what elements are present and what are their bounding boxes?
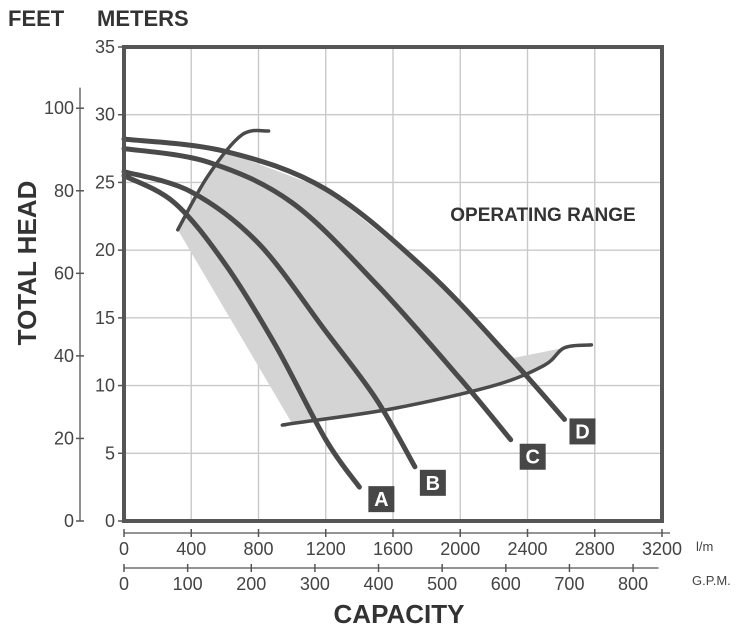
x-tick-label-lpm: 800 xyxy=(243,539,273,559)
x-tick-label-gpm: 200 xyxy=(236,574,266,594)
curve-labels: A B C D xyxy=(368,418,596,513)
pump-curve-b xyxy=(121,169,418,470)
y-tick-label-meters: 5 xyxy=(105,443,115,463)
x-tick-label-lpm: 400 xyxy=(176,539,206,559)
x-tick-label-gpm: 500 xyxy=(427,574,457,594)
curve-label-c: C xyxy=(525,447,539,469)
operating-range-boundaries xyxy=(176,128,594,427)
curve-label-b: B xyxy=(426,473,440,495)
x-tick-label-gpm: 600 xyxy=(491,574,521,594)
operating-range-label: OPERATING RANGE xyxy=(450,205,635,226)
pump-curve-d xyxy=(121,136,567,422)
feet-heading: FEET xyxy=(8,6,65,31)
y-tick-label-meters: 35 xyxy=(95,37,115,57)
x-tick-label-lpm: 0 xyxy=(119,539,129,559)
y-tick-label-meters: 10 xyxy=(95,376,115,396)
y-axis-meters-ticks: 0 5 10 15 20 25 30 35 xyxy=(95,37,124,531)
x-tick-label-gpm: 700 xyxy=(554,574,584,594)
y-tick-label-meters: 20 xyxy=(95,240,115,260)
x-tick-label-lpm: 3200 xyxy=(642,539,682,559)
y-tick-label-meters: 15 xyxy=(95,308,115,328)
pump-curves xyxy=(121,136,567,490)
curve-label-d: D xyxy=(575,421,589,443)
x-tick-label-gpm: 300 xyxy=(300,574,330,594)
y-axis-feet-ticks: 0 20 40 60 80 100 xyxy=(44,87,84,531)
curve-label-box-c xyxy=(519,443,546,470)
y-tick-label-feet: 100 xyxy=(44,98,74,118)
operating-range-bottom-boundary xyxy=(280,343,594,427)
y-axis-title: TOTAL HEAD xyxy=(12,181,42,346)
x-tick-label-gpm: 100 xyxy=(173,574,203,594)
curve-label-box-d xyxy=(569,418,596,445)
pump-curve-c xyxy=(121,146,514,443)
y-tick-label-feet: 20 xyxy=(54,428,74,448)
x-tick-label-lpm: 2800 xyxy=(575,539,615,559)
y-tick-label-meters: 0 xyxy=(105,511,115,531)
x-axis-gpm-unit: G.P.M. xyxy=(692,573,731,588)
plot-frame xyxy=(122,45,664,523)
x-tick-label-gpm: 0 xyxy=(119,574,129,594)
y-tick-label-feet: 40 xyxy=(54,346,74,366)
pump-curve-a xyxy=(121,173,362,490)
x-axis-title: CAPACITY xyxy=(334,599,465,629)
y-tick-label-meters: 25 xyxy=(95,172,115,192)
y-tick-label-feet: 80 xyxy=(54,181,74,201)
y-tick-label-feet: 60 xyxy=(54,263,74,283)
y-tick-label-feet: 0 xyxy=(64,511,74,531)
curve-label-a: A xyxy=(374,489,388,511)
x-tick-label-lpm: 1600 xyxy=(373,539,413,559)
x-tick-label-gpm: 800 xyxy=(618,574,648,594)
meters-heading: METERS xyxy=(97,6,189,31)
x-tick-label-gpm: 400 xyxy=(364,574,394,594)
x-axis-lpm-unit: l/m xyxy=(696,539,713,554)
x-tick-label-lpm: 2400 xyxy=(507,539,547,559)
x-axis-gpm-ticks: 0 100 200 300 400 500 600 700 800 xyxy=(119,564,659,594)
operating-range-left-boundary xyxy=(176,128,271,232)
y-tick-label-meters: 30 xyxy=(95,105,115,125)
curve-label-box-b xyxy=(419,469,446,496)
x-tick-label-lpm: 1200 xyxy=(306,539,346,559)
curve-label-box-a xyxy=(368,486,395,513)
x-tick-label-lpm: 2000 xyxy=(440,539,480,559)
x-axis-lpm-ticks: 0 400 800 1200 1600 2000 2400 2800 3200 xyxy=(119,529,682,559)
